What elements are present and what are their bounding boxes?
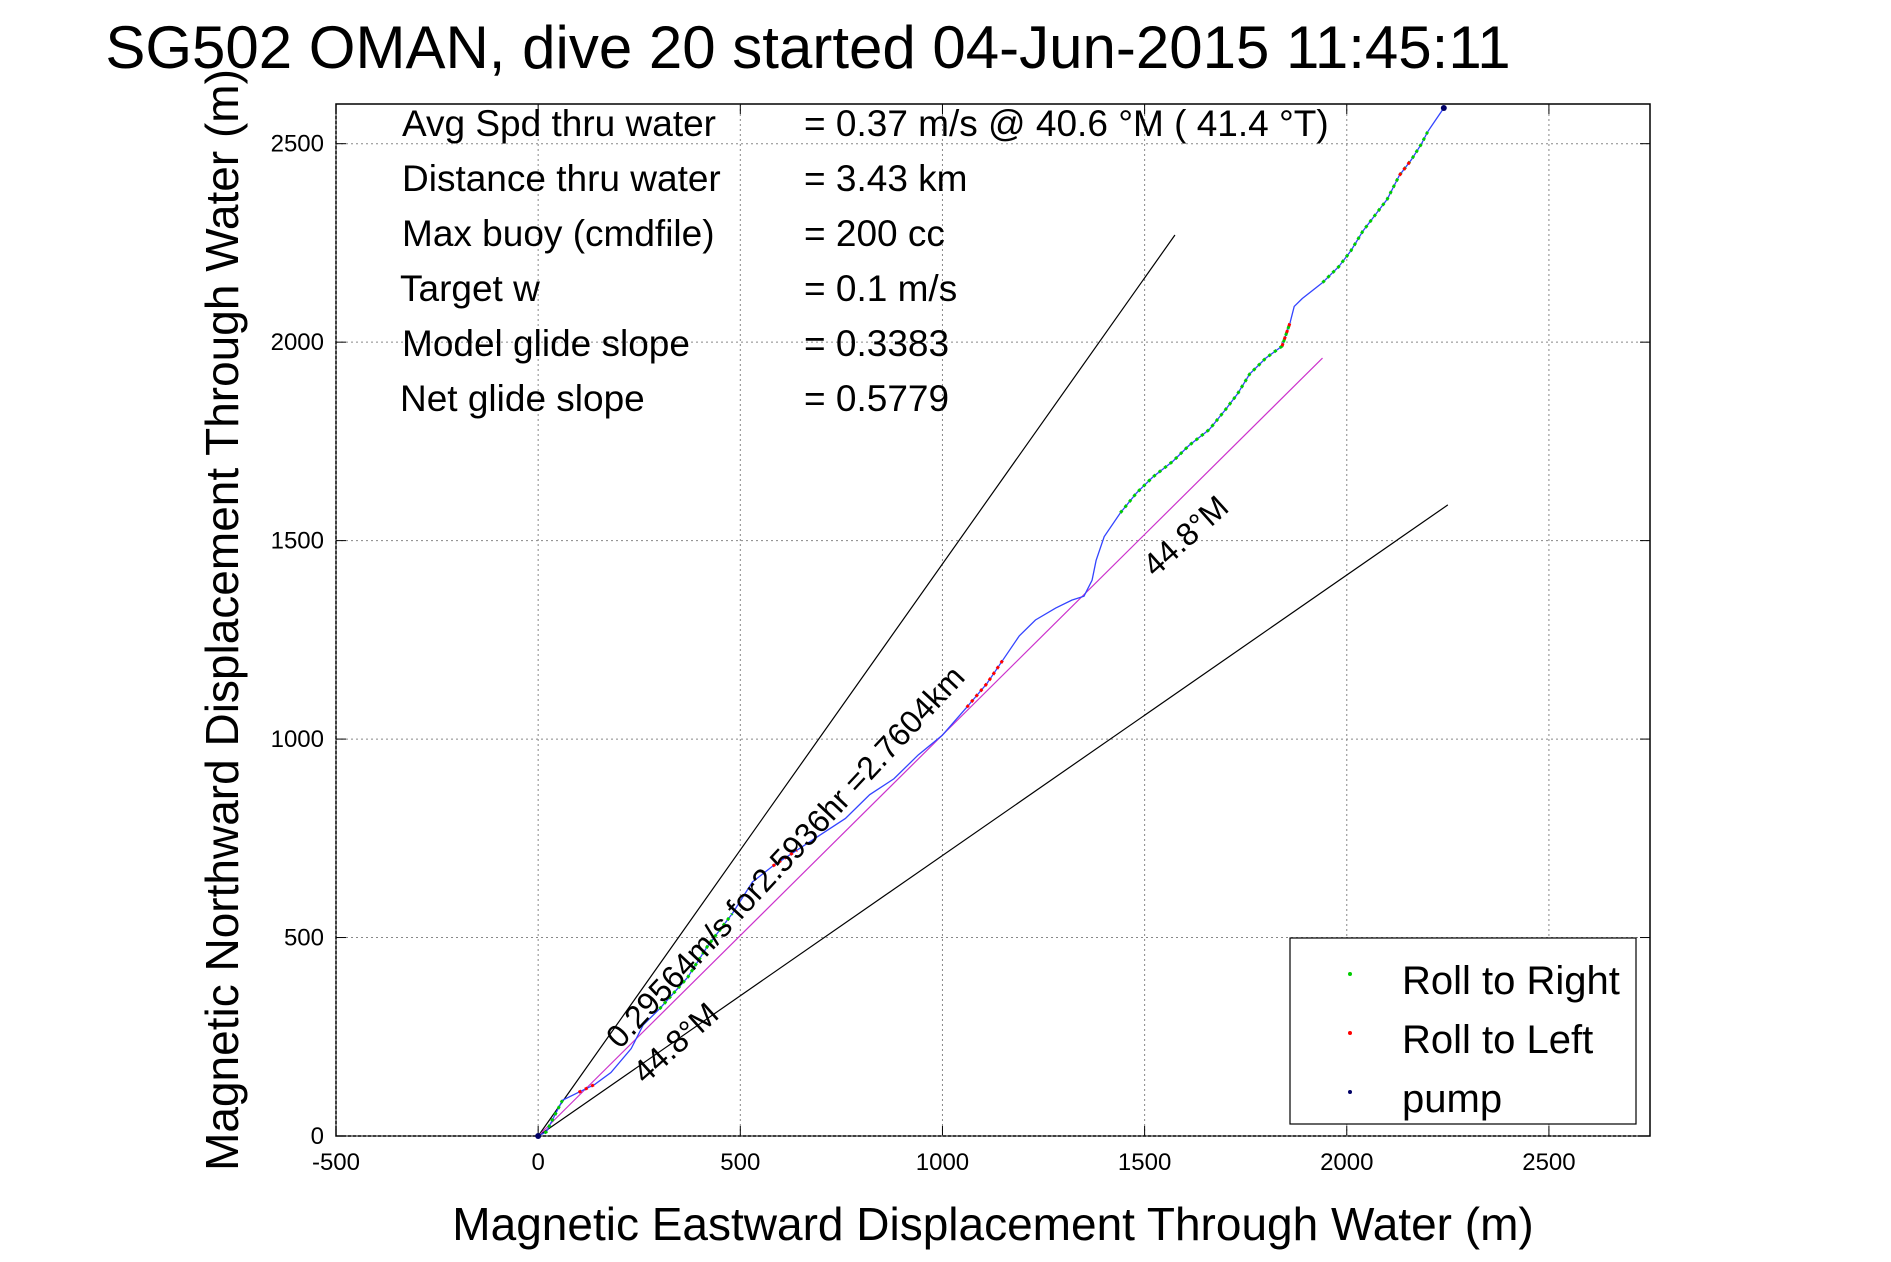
roll-right-segment — [1119, 321, 1292, 514]
roll-left-segment — [577, 1083, 596, 1094]
legend-marker-roll-left — [1348, 1031, 1352, 1035]
stat-value: = 0.1 m/s — [804, 268, 957, 309]
stat-value: = 0.3383 — [804, 323, 949, 364]
y-tick-label: 2500 — [271, 131, 324, 158]
pump-point — [535, 1133, 542, 1139]
y-tick-label: 1000 — [271, 726, 324, 753]
stats-block: Avg Spd thru water = 0.37 m/s @ 40.6 °M … — [400, 103, 1329, 419]
grid — [335, 104, 1650, 1137]
x-tick-label: 0 — [531, 1149, 544, 1176]
x-tick-label: 1000 — [916, 1149, 969, 1176]
legend-marker-roll-right — [1348, 972, 1352, 976]
stat-label: Model glide slope — [402, 323, 690, 364]
x-tick-label: 500 — [720, 1149, 760, 1176]
reference-line — [537, 357, 1323, 1137]
legend-marker-pump — [1348, 1090, 1352, 1094]
y-axis-label: Magnetic Northward Displacement Through … — [196, 69, 248, 1171]
x-axis-label: Magnetic Eastward Displacement Through W… — [452, 1198, 1533, 1250]
roll-right-segment — [537, 1099, 564, 1138]
reference-line — [537, 234, 1176, 1137]
roll-left-segment — [1398, 158, 1413, 177]
stat-label: Net glide slope — [400, 378, 645, 419]
y-tick-label: 1500 — [271, 528, 324, 555]
stat-label: Distance thru water — [402, 158, 721, 199]
legend: Roll to Right Roll to Left pump — [1289, 937, 1637, 1125]
y-tick-label: 0 — [311, 1123, 324, 1150]
x-tick-label: 1500 — [1118, 1149, 1171, 1176]
y-tick-label: 500 — [284, 925, 324, 952]
legend-label-roll-right: Roll to Right — [1402, 959, 1620, 1003]
roll-right-segment — [1321, 131, 1429, 284]
x-tick-label: 2000 — [1320, 1149, 1373, 1176]
roll-left-segment — [965, 658, 1005, 709]
stat-value: = 0.5779 — [804, 378, 949, 419]
x-tick-label: 2500 — [1522, 1149, 1575, 1176]
x-tick-label: -500 — [312, 1149, 360, 1176]
pump-point — [1440, 104, 1447, 111]
stat-value: = 3.43 km — [804, 158, 968, 199]
tick-labels: -500 0 500 1000 1500 2000 25000500100015002000… — [271, 131, 1576, 1176]
chart-title: SG502 OMAN, dive 20 started 04-Jun-2015 … — [105, 14, 1510, 81]
stat-label: Target w — [400, 268, 540, 309]
legend-label-pump: pump — [1402, 1077, 1502, 1121]
roll-right-segment — [658, 912, 734, 1010]
stat-label: Max buoy (cmdfile) — [402, 213, 715, 254]
reference-lines — [537, 234, 1449, 1137]
reference-line — [537, 504, 1449, 1137]
legend-box — [1289, 937, 1637, 1125]
stat-value: = 200 cc — [804, 213, 945, 254]
roll-left-segment — [771, 848, 798, 868]
legend-label-roll-left: Roll to Left — [1402, 1018, 1593, 1062]
y-tick-label: 2000 — [271, 329, 324, 356]
stat-value: = 0.37 m/s @ 40.6 °M ( 41.4 °T) — [804, 103, 1329, 144]
stat-label: Avg Spd thru water — [402, 103, 716, 144]
roll-markers — [535, 104, 1447, 1139]
